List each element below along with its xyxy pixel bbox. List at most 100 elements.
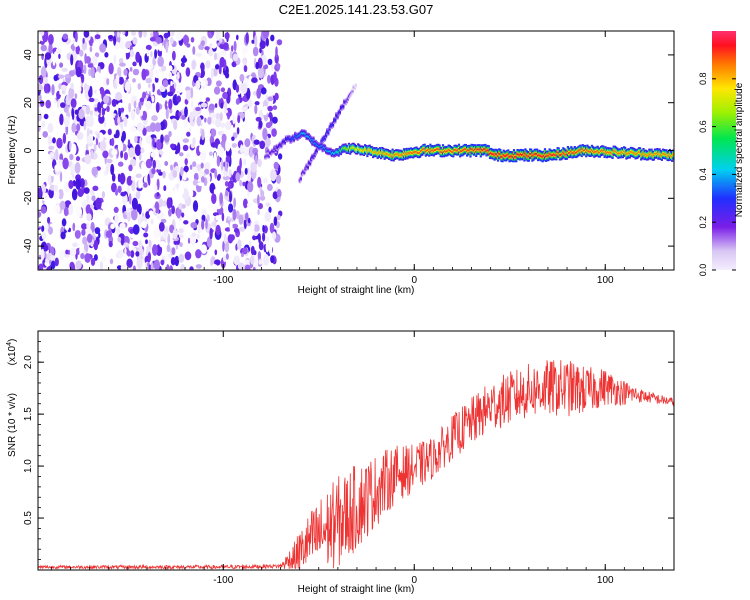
- noise-speckle: [81, 223, 88, 230]
- noise-speckle: [155, 244, 163, 256]
- noise-speckle: [94, 34, 101, 40]
- noise-speckle: [264, 137, 271, 148]
- noise-speckle: [141, 161, 146, 172]
- noise-speckle: [69, 140, 72, 152]
- noise-speckle: [267, 183, 273, 192]
- noise-speckle: [39, 100, 45, 107]
- noise-speckle: [213, 152, 217, 164]
- carrier-track-segment: [325, 149, 328, 151]
- carrier-track-segment: [373, 151, 376, 153]
- carrier-track-segment: [490, 152, 493, 155]
- noise-speckle: [38, 254, 42, 260]
- noise-speckle: [115, 91, 122, 101]
- noise-speckle: [87, 177, 92, 185]
- carrier-track-segment: [624, 151, 627, 153]
- noise-speckle: [75, 45, 81, 55]
- noise-speckle: [82, 37, 85, 44]
- noise-speckle: [61, 67, 68, 72]
- noise-speckle: [86, 135, 93, 144]
- noise-speckle: [62, 33, 69, 40]
- noise-speckle: [150, 32, 154, 37]
- noise-speckle: [145, 158, 153, 169]
- carrier-track-segment: [507, 153, 510, 156]
- carrier-track-segment: [525, 154, 528, 157]
- carrier-track-segment: [581, 148, 584, 151]
- noise-speckle: [136, 122, 144, 132]
- noise-speckle: [193, 172, 199, 181]
- noise-speckle: [70, 98, 77, 108]
- noise-speckle: [55, 204, 61, 215]
- noise-speckle: [176, 95, 181, 103]
- noise-speckle: [135, 173, 142, 178]
- bottom-y-axis-label: SNR (10 * v/v): [7, 393, 18, 457]
- carrier-track-segment: [420, 150, 423, 152]
- noise-speckle: [93, 143, 97, 152]
- noise-speckle: [130, 109, 136, 121]
- noise-speckle: [257, 158, 262, 168]
- noise-speckle: [180, 212, 185, 218]
- noise-speckle: [75, 260, 82, 270]
- noise-speckle: [51, 111, 56, 118]
- noise-speckle: [228, 203, 234, 213]
- carrier-track-segment: [606, 151, 610, 154]
- noise-speckle: [38, 103, 41, 108]
- noise-speckle: [132, 36, 138, 45]
- noise-speckle: [119, 40, 125, 49]
- carrier-track-segment: [467, 149, 470, 152]
- noise-speckle: [224, 59, 227, 71]
- noise-speckle: [83, 64, 87, 75]
- carrier-track-segment: [320, 145, 323, 147]
- secondary-track-segment: [307, 162, 310, 164]
- noise-speckle: [53, 226, 57, 233]
- noise-speckle: [138, 31, 143, 38]
- noise-speckle: [55, 123, 61, 130]
- carrier-track-segment: [547, 155, 550, 157]
- noise-speckle: [64, 171, 71, 179]
- noise-speckle: [179, 242, 183, 248]
- carrier-track-segment: [612, 149, 615, 152]
- carrier-track-segment: [412, 152, 415, 155]
- noise-speckle: [225, 155, 231, 163]
- spectrogram-noise: [38, 31, 283, 270]
- noise-speckle: [132, 265, 136, 270]
- noise-speckle: [180, 263, 186, 270]
- top-x-axis-label: Height of straight line (km): [298, 285, 415, 296]
- noise-speckle: [145, 239, 148, 244]
- carrier-track-segment: [621, 152, 624, 154]
- noise-speckle: [182, 138, 189, 143]
- top-y-axis: -40 -20 0 20 40: [23, 30, 674, 271]
- noise-speckle: [250, 222, 255, 233]
- noise-speckle: [197, 222, 201, 234]
- carrier-track-segment: [609, 151, 612, 154]
- noise-speckle: [237, 262, 245, 270]
- noise-speckle: [215, 215, 220, 221]
- noise-speckle: [98, 232, 101, 239]
- bottom-y-tick-label: 1.0: [23, 459, 34, 473]
- carrier-track-segment: [651, 154, 654, 157]
- noise-speckle: [251, 112, 255, 117]
- noise-speckle: [250, 210, 255, 217]
- noise-speckle: [224, 227, 231, 232]
- noise-speckle: [128, 164, 133, 172]
- noise-speckle: [82, 236, 88, 245]
- secondary-track-segment: [338, 111, 341, 113]
- noise-speckle: [257, 67, 264, 79]
- noise-speckle: [59, 62, 64, 68]
- noise-speckle: [108, 240, 113, 248]
- noise-speckle: [74, 229, 81, 239]
- noise-speckle: [87, 233, 93, 243]
- noise-speckle: [224, 205, 228, 212]
- noise-speckle: [101, 107, 106, 116]
- noise-speckle: [95, 137, 99, 146]
- noise-speckle: [276, 63, 281, 69]
- noise-speckle: [209, 227, 213, 240]
- noise-speckle: [242, 181, 246, 187]
- noise-speckle: [135, 251, 140, 257]
- carrier-track-segment: [514, 156, 517, 158]
- noise-speckle: [159, 85, 166, 93]
- noise-speckle: [90, 66, 95, 78]
- noise-speckle: [229, 50, 233, 60]
- noise-speckle: [247, 181, 254, 193]
- noise-speckle: [105, 230, 113, 238]
